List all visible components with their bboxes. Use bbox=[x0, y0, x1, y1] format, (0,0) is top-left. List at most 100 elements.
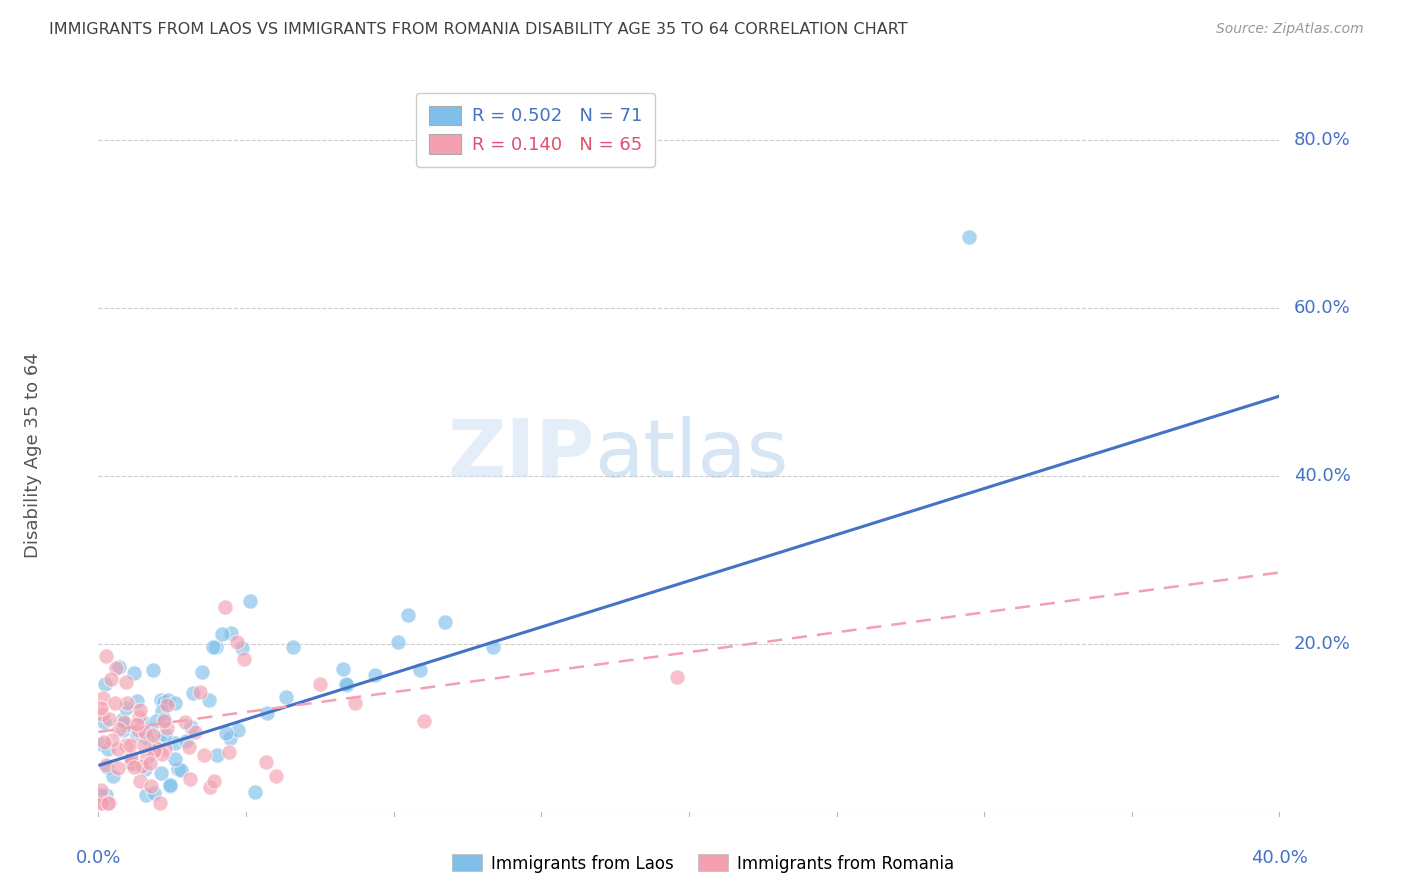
Point bbox=[152, 695, 174, 709]
Text: Disability Age 35 to 64: Disability Age 35 to 64 bbox=[24, 352, 42, 558]
Point bbox=[90, 788, 112, 802]
Legend: R = 0.502   N = 71, R = 0.140   N = 65: R = 0.502 N = 71, R = 0.140 N = 65 bbox=[416, 93, 655, 167]
Point bbox=[167, 762, 190, 776]
Point bbox=[127, 723, 149, 737]
Text: 80.0%: 80.0% bbox=[1294, 131, 1350, 149]
Point bbox=[135, 788, 157, 802]
Point bbox=[96, 797, 118, 811]
Point bbox=[90, 797, 112, 811]
Point bbox=[155, 729, 177, 743]
Point bbox=[201, 640, 224, 654]
Point bbox=[163, 736, 186, 750]
Point bbox=[114, 718, 136, 732]
Point bbox=[959, 229, 981, 244]
Point bbox=[91, 706, 114, 721]
Point bbox=[177, 739, 200, 754]
Point bbox=[120, 749, 142, 764]
Point bbox=[97, 797, 120, 811]
Point bbox=[179, 772, 201, 786]
Point bbox=[125, 716, 148, 731]
Point bbox=[173, 714, 195, 729]
Point bbox=[94, 757, 117, 772]
Point bbox=[149, 692, 172, 706]
Point bbox=[149, 766, 172, 780]
Point bbox=[150, 704, 173, 718]
Point bbox=[231, 641, 253, 656]
Point bbox=[344, 696, 367, 710]
Point bbox=[134, 725, 156, 739]
Point bbox=[142, 728, 165, 742]
Point bbox=[90, 701, 112, 715]
Point bbox=[412, 714, 434, 729]
Point bbox=[165, 752, 187, 766]
Point bbox=[387, 635, 409, 649]
Point bbox=[120, 756, 142, 770]
Point bbox=[157, 693, 180, 707]
Point bbox=[665, 670, 688, 684]
Point bbox=[127, 693, 149, 707]
Point bbox=[205, 747, 228, 762]
Point bbox=[134, 762, 156, 776]
Point bbox=[121, 757, 143, 772]
Point bbox=[264, 769, 287, 783]
Point bbox=[97, 741, 120, 756]
Point bbox=[104, 661, 127, 675]
Point bbox=[159, 779, 181, 793]
Point bbox=[146, 731, 169, 746]
Text: atlas: atlas bbox=[595, 416, 789, 494]
Point bbox=[96, 760, 118, 774]
Point bbox=[97, 712, 120, 726]
Point bbox=[218, 745, 240, 759]
Point bbox=[128, 703, 150, 717]
Point bbox=[214, 600, 236, 615]
Point bbox=[149, 797, 172, 811]
Text: 20.0%: 20.0% bbox=[1294, 635, 1351, 653]
Point bbox=[142, 744, 165, 758]
Point bbox=[120, 751, 142, 765]
Point bbox=[200, 780, 222, 795]
Point bbox=[135, 731, 157, 746]
Point bbox=[156, 698, 179, 713]
Point bbox=[308, 677, 330, 691]
Point bbox=[283, 640, 305, 655]
Point bbox=[108, 660, 131, 674]
Point bbox=[125, 728, 148, 742]
Point bbox=[101, 733, 124, 747]
Point bbox=[153, 712, 176, 726]
Point bbox=[128, 710, 150, 724]
Point bbox=[93, 690, 115, 705]
Point bbox=[136, 725, 159, 739]
Point bbox=[184, 725, 207, 739]
Text: Source: ZipAtlas.com: Source: ZipAtlas.com bbox=[1216, 22, 1364, 37]
Legend: Immigrants from Laos, Immigrants from Romania: Immigrants from Laos, Immigrants from Ro… bbox=[446, 847, 960, 880]
Point bbox=[211, 626, 233, 640]
Text: ZIP: ZIP bbox=[447, 416, 595, 494]
Point bbox=[93, 735, 115, 749]
Point bbox=[128, 773, 150, 788]
Point bbox=[111, 713, 134, 727]
Point bbox=[215, 726, 238, 740]
Point bbox=[256, 706, 278, 721]
Point bbox=[226, 635, 249, 649]
Point bbox=[433, 615, 456, 629]
Point bbox=[233, 652, 256, 666]
Point bbox=[139, 780, 162, 794]
Point bbox=[481, 640, 503, 655]
Point bbox=[115, 697, 138, 711]
Point bbox=[163, 696, 186, 710]
Point bbox=[142, 786, 165, 800]
Point bbox=[152, 714, 174, 728]
Point bbox=[112, 714, 135, 729]
Point bbox=[93, 714, 115, 729]
Text: 0.0%: 0.0% bbox=[76, 849, 121, 868]
Point bbox=[107, 761, 129, 775]
Point bbox=[143, 739, 166, 754]
Point bbox=[218, 731, 240, 746]
Point bbox=[142, 663, 165, 677]
Point bbox=[115, 701, 138, 715]
Point bbox=[336, 678, 359, 692]
Point bbox=[332, 662, 354, 676]
Point bbox=[396, 607, 419, 622]
Point bbox=[169, 763, 191, 777]
Point bbox=[135, 750, 157, 764]
